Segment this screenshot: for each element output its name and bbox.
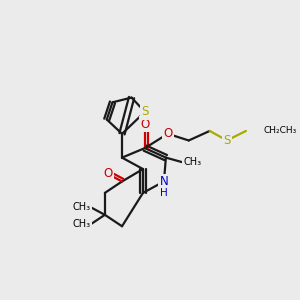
Text: CH₃: CH₃ (183, 158, 201, 167)
Text: H: H (160, 188, 168, 198)
Text: CH₂CH₃: CH₂CH₃ (263, 126, 296, 135)
Text: N: N (160, 175, 168, 188)
Text: O: O (140, 118, 149, 131)
Text: CH₃: CH₃ (72, 219, 91, 230)
Text: S: S (223, 134, 231, 147)
Text: S: S (141, 105, 148, 119)
Text: O: O (163, 127, 172, 140)
Text: O: O (103, 167, 112, 180)
Text: CH₃: CH₃ (72, 202, 91, 212)
